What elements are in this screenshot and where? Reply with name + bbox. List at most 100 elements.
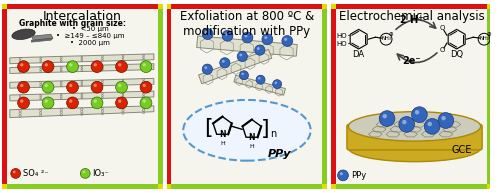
Circle shape xyxy=(442,116,446,120)
Circle shape xyxy=(42,61,54,73)
Circle shape xyxy=(204,66,207,69)
Circle shape xyxy=(240,53,242,56)
Bar xyxy=(2,4,7,9)
Text: ⊕: ⊕ xyxy=(486,32,492,37)
Text: O: O xyxy=(440,25,444,31)
Polygon shape xyxy=(10,64,154,74)
Circle shape xyxy=(91,61,103,73)
Circle shape xyxy=(80,168,90,178)
Text: SO₄ ²⁻: SO₄ ²⁻ xyxy=(22,169,48,178)
Circle shape xyxy=(284,38,287,41)
Circle shape xyxy=(240,71,248,80)
Circle shape xyxy=(242,32,253,43)
Circle shape xyxy=(428,122,432,126)
Text: N: N xyxy=(248,133,255,142)
Circle shape xyxy=(202,64,212,74)
Bar xyxy=(331,4,336,9)
Text: N: N xyxy=(219,130,226,139)
Circle shape xyxy=(66,61,78,73)
Bar xyxy=(331,184,492,189)
Bar xyxy=(487,184,492,189)
Polygon shape xyxy=(234,75,285,95)
Circle shape xyxy=(94,84,97,87)
Text: PPy: PPy xyxy=(268,149,291,159)
Circle shape xyxy=(66,97,78,109)
Circle shape xyxy=(91,97,103,109)
Circle shape xyxy=(140,81,152,93)
Polygon shape xyxy=(32,34,53,40)
Circle shape xyxy=(13,171,16,173)
Circle shape xyxy=(258,77,260,80)
Text: [: [ xyxy=(204,118,213,138)
Circle shape xyxy=(20,63,24,67)
Circle shape xyxy=(224,33,228,36)
Polygon shape xyxy=(32,38,53,42)
Bar xyxy=(166,184,328,189)
Text: Exfoliation at 800 ºC &
modification with PPy: Exfoliation at 800 ºC & modification wit… xyxy=(180,10,314,38)
Polygon shape xyxy=(10,91,154,101)
Circle shape xyxy=(244,34,248,37)
Circle shape xyxy=(44,84,48,87)
Polygon shape xyxy=(196,36,297,56)
Circle shape xyxy=(402,120,406,124)
FancyBboxPatch shape xyxy=(347,124,482,150)
Polygon shape xyxy=(10,106,154,118)
Circle shape xyxy=(222,60,224,63)
Circle shape xyxy=(118,99,122,103)
Text: •  2000 μm: • 2000 μm xyxy=(70,40,110,46)
Circle shape xyxy=(338,170,348,181)
Circle shape xyxy=(116,97,128,109)
Polygon shape xyxy=(10,54,154,64)
Polygon shape xyxy=(198,49,272,84)
Circle shape xyxy=(412,107,428,123)
Bar xyxy=(331,4,336,189)
Circle shape xyxy=(272,80,281,89)
Circle shape xyxy=(91,81,103,93)
Bar xyxy=(7,9,158,184)
Bar xyxy=(487,4,492,9)
Circle shape xyxy=(220,58,230,68)
Circle shape xyxy=(254,45,265,55)
Bar xyxy=(336,9,487,184)
Bar xyxy=(158,184,162,189)
Circle shape xyxy=(116,61,128,73)
Circle shape xyxy=(222,30,233,41)
Text: •  ≥149 – ≤840 μm: • ≥149 – ≤840 μm xyxy=(56,33,124,39)
Circle shape xyxy=(18,97,29,109)
Ellipse shape xyxy=(12,29,35,40)
Circle shape xyxy=(242,73,244,75)
Circle shape xyxy=(256,75,265,84)
Bar xyxy=(166,4,328,9)
Circle shape xyxy=(257,47,260,50)
Circle shape xyxy=(20,99,24,103)
Bar xyxy=(166,4,172,189)
Ellipse shape xyxy=(184,100,310,161)
Text: Graphite with grain size:: Graphite with grain size: xyxy=(19,19,126,28)
Text: HO: HO xyxy=(336,33,347,39)
Text: PPy: PPy xyxy=(351,171,366,180)
Text: ⊕: ⊕ xyxy=(388,32,394,37)
Bar xyxy=(322,4,328,189)
Circle shape xyxy=(18,81,29,93)
Text: Electrochemical analysis: Electrochemical analysis xyxy=(338,10,484,23)
Text: Intercalation: Intercalation xyxy=(43,10,122,23)
Circle shape xyxy=(382,114,387,118)
Bar xyxy=(2,4,162,9)
Bar xyxy=(331,184,336,189)
Circle shape xyxy=(42,97,54,109)
Text: 2e⁻: 2e⁻ xyxy=(402,56,421,66)
Bar xyxy=(331,4,492,9)
Circle shape xyxy=(264,36,268,39)
Ellipse shape xyxy=(348,134,480,162)
Ellipse shape xyxy=(348,112,480,141)
Circle shape xyxy=(42,81,54,93)
Circle shape xyxy=(204,31,208,34)
Circle shape xyxy=(142,84,146,87)
Circle shape xyxy=(379,111,395,126)
Bar xyxy=(2,4,7,189)
Circle shape xyxy=(82,171,85,173)
Bar xyxy=(172,9,322,184)
Circle shape xyxy=(202,29,213,39)
Circle shape xyxy=(415,110,420,114)
Circle shape xyxy=(262,34,273,45)
